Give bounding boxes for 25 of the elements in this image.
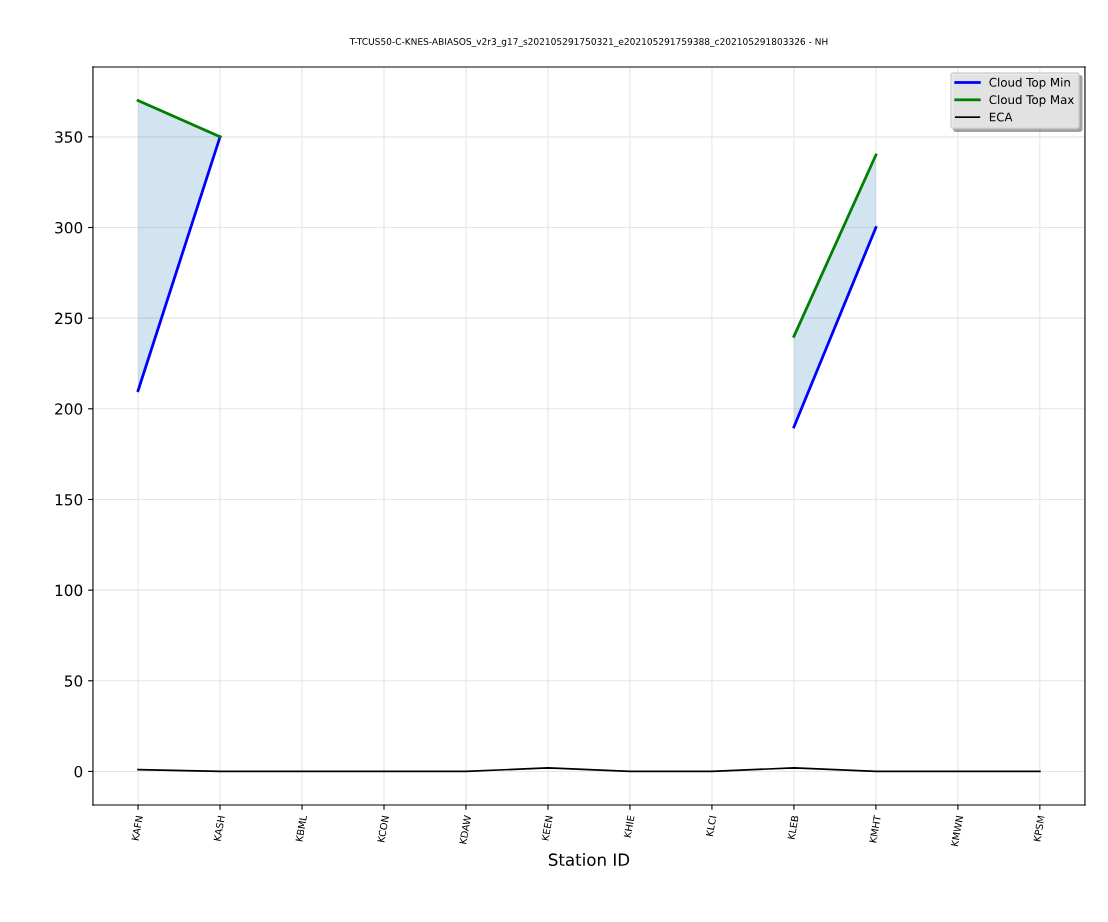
y-tick-label: 100 bbox=[55, 584, 83, 597]
x-tick-label: KHIE bbox=[623, 815, 635, 838]
y-tick-label: 50 bbox=[64, 675, 83, 687]
x-tick-label: KLEB bbox=[787, 815, 799, 840]
x-tick-label: KDAW bbox=[459, 815, 472, 845]
x-tick-label: KLCI bbox=[705, 815, 717, 837]
y-tick-label: 150 bbox=[55, 493, 83, 506]
legend-label: ECA bbox=[989, 112, 1013, 122]
x-tick-label: KASH bbox=[213, 815, 225, 842]
x-axis-title: Station ID bbox=[548, 853, 630, 866]
legend-label: Cloud Top Max bbox=[989, 94, 1074, 107]
y-tick-label: 300 bbox=[55, 221, 83, 234]
legend-label: Cloud Top Min bbox=[989, 77, 1070, 90]
x-tick-label: KMWN bbox=[950, 815, 964, 847]
y-tick-label: 200 bbox=[55, 403, 83, 415]
x-tick-label: KPSM bbox=[1033, 815, 1045, 842]
y-tick-label: 0 bbox=[74, 765, 83, 778]
x-tick-label: KAFN bbox=[131, 815, 143, 841]
x-tick-label: KEEN bbox=[541, 815, 553, 841]
y-tick-label: 350 bbox=[55, 131, 83, 143]
y-tick-label: 250 bbox=[55, 312, 83, 325]
x-tick-label: KCON bbox=[377, 815, 389, 843]
x-tick-label: KMHT bbox=[869, 814, 881, 843]
chart-title: T-TCUS50-C-KNES-ABIASOS_v2r3_g17_s202105291750321_e202105291759388_c202105291803326 - NH bbox=[349, 38, 828, 47]
x-tick-label: KBML bbox=[295, 814, 307, 842]
